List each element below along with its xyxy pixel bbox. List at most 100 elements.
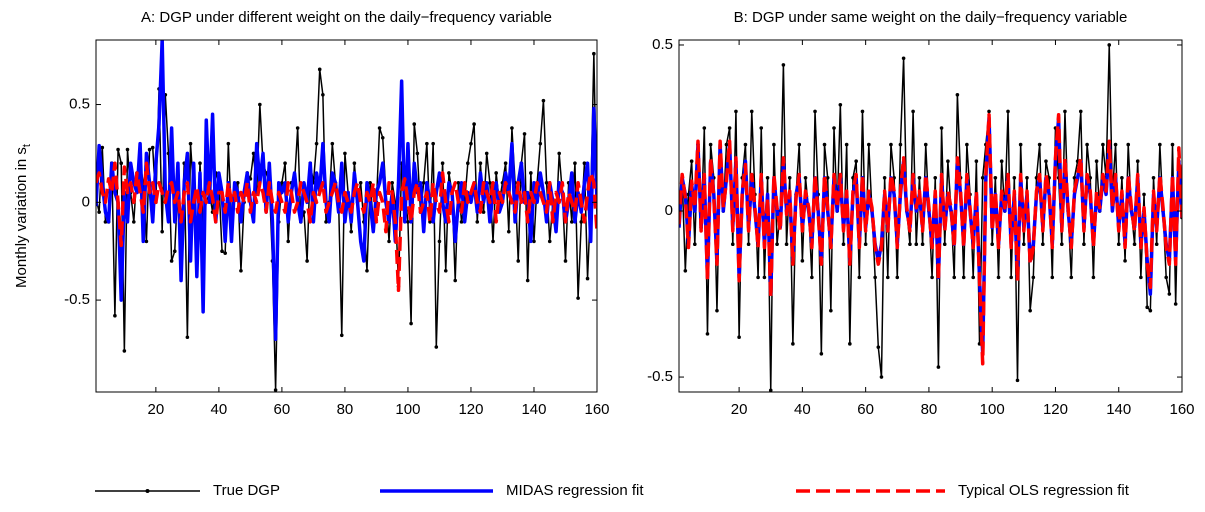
data-point [1069, 275, 1074, 280]
data-point [1132, 242, 1137, 247]
data-point [1116, 242, 1121, 247]
data-point [582, 161, 587, 165]
data-point [749, 109, 754, 114]
data-point [1123, 259, 1127, 263]
data-point [469, 141, 473, 146]
data-point [1107, 43, 1112, 47]
data-point [1085, 142, 1089, 147]
data-point [1148, 308, 1153, 313]
data-point [914, 242, 919, 247]
data-point [1164, 275, 1168, 280]
data-point [226, 141, 231, 146]
data-point [541, 98, 546, 103]
data-point [895, 275, 900, 280]
data-point [971, 275, 976, 280]
data-point [440, 161, 445, 165]
data-point [933, 176, 938, 180]
data-point [1113, 142, 1118, 147]
data-point [150, 145, 155, 150]
data-point [97, 210, 101, 214]
data-point [103, 220, 108, 224]
data-point [762, 275, 767, 280]
data-point [1151, 176, 1156, 180]
data-point [223, 251, 227, 255]
data-point [119, 161, 124, 165]
data-point [409, 321, 413, 326]
data-point [939, 126, 944, 130]
data-point [955, 92, 960, 97]
data-point [116, 147, 120, 152]
data-point [765, 176, 770, 180]
data-point [1091, 275, 1096, 280]
chart-title: B: DGP under same weight on the daily−fr… [734, 9, 1128, 26]
data-point [844, 142, 849, 147]
data-point [573, 161, 577, 165]
data-point [569, 220, 574, 224]
data-point [122, 349, 127, 353]
data-point [169, 259, 174, 263]
data-point [358, 180, 363, 185]
data-point [510, 126, 514, 130]
data-point [901, 56, 906, 61]
x-tick-label: 60 [274, 401, 291, 418]
x-tick-label: 100 [980, 401, 1005, 418]
data-point [857, 275, 862, 280]
x-tick-label: 20 [148, 401, 165, 418]
data-point [781, 63, 786, 67]
data-point [1018, 142, 1023, 147]
data-point [1167, 292, 1172, 296]
data-point [321, 92, 325, 97]
data-point [885, 275, 890, 280]
data-point [980, 176, 985, 180]
data-point [295, 126, 300, 130]
y-axis-label-subscript: t [21, 144, 33, 147]
data-point [443, 268, 448, 273]
data-point [576, 296, 580, 300]
axes-box [95, 39, 598, 393]
data-point [494, 171, 498, 175]
data-point [746, 242, 751, 247]
data-point [1158, 142, 1162, 147]
data-point [472, 122, 476, 126]
data-point [415, 151, 420, 156]
data-point [822, 142, 827, 147]
data-point [797, 142, 802, 147]
series-line [679, 112, 1182, 366]
y-tick-label: -0.5 [64, 291, 90, 308]
data-point [942, 242, 947, 247]
data-point [999, 159, 1004, 164]
data-point [185, 335, 190, 340]
data-point [791, 342, 795, 346]
data-point [1025, 176, 1029, 180]
data-point [1142, 192, 1146, 197]
data-point [1041, 242, 1045, 247]
data-point [965, 142, 969, 147]
data-point [506, 229, 511, 234]
plot-area [679, 43, 1182, 392]
data-point [113, 313, 117, 318]
x-tick-label: 80 [921, 401, 938, 418]
data-point [437, 239, 442, 244]
data-point [1006, 109, 1010, 114]
data-point [484, 151, 489, 156]
data-point [1009, 275, 1013, 280]
legend-label: Typical OLS regression fit [958, 482, 1130, 499]
x-tick-label: 100 [395, 401, 420, 418]
data-point [1139, 275, 1143, 280]
data-point [1022, 242, 1026, 247]
data-point [220, 249, 224, 253]
data-point [730, 242, 735, 247]
data-point [125, 147, 130, 152]
data-point [961, 275, 966, 280]
data-point [529, 171, 533, 175]
data-point [330, 141, 335, 146]
x-tick-label: 120 [458, 401, 483, 418]
data-point [920, 242, 925, 247]
data-point [132, 220, 136, 224]
chart-title: A: DGP under different weight on the dai… [141, 9, 552, 26]
data-point [478, 161, 483, 165]
y-tick-label: 0.5 [69, 96, 90, 113]
y-tick-label: 0 [665, 202, 673, 219]
data-point [144, 239, 149, 244]
